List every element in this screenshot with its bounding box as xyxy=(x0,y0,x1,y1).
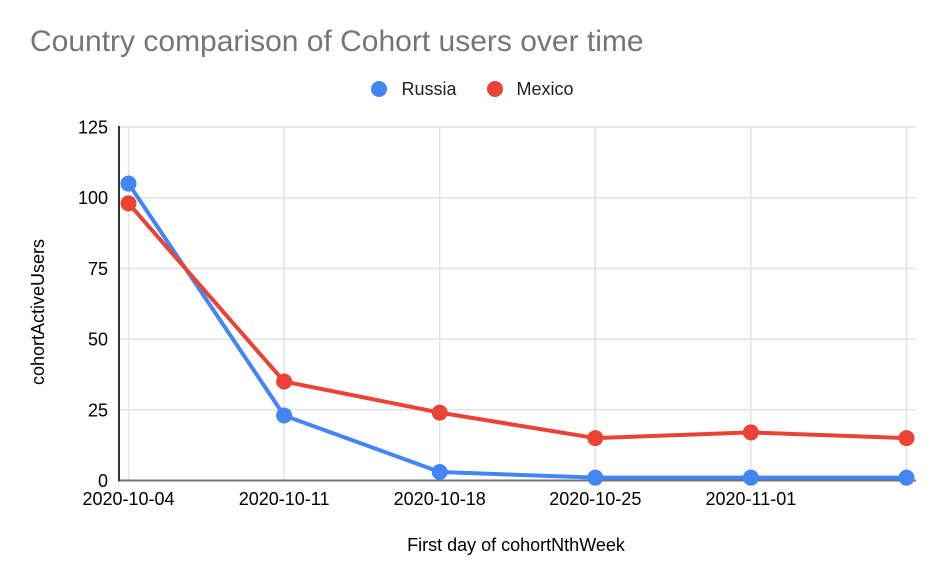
data-point-russia-0[interactable] xyxy=(120,175,137,192)
chart-title: Country comparison of Cohort users over … xyxy=(30,25,644,58)
data-point-mexico-0[interactable] xyxy=(120,195,137,212)
legend-item-mexico[interactable]: Mexico xyxy=(486,78,574,100)
y-tick-label: 25 xyxy=(88,400,108,420)
series-line-mexico xyxy=(126,201,909,441)
legend-label-mexico: Mexico xyxy=(516,78,574,99)
x-tick-label: 2020-11-01 xyxy=(706,489,797,509)
data-point-mexico-3[interactable] xyxy=(587,430,604,447)
legend-item-russia[interactable]: Russia xyxy=(371,78,457,100)
y-tick-label: 75 xyxy=(88,259,108,279)
x-axis-title: First day of cohortNthWeek xyxy=(407,535,626,555)
y-tick-label: 125 xyxy=(78,118,108,138)
series-line-russia xyxy=(126,181,909,480)
y-tick-label: 50 xyxy=(88,330,108,350)
chart-legend: Russia Mexico xyxy=(0,78,945,100)
data-point-mexico-4[interactable] xyxy=(742,424,759,441)
data-point-russia-2[interactable] xyxy=(431,464,448,481)
data-point-mexico-5[interactable] xyxy=(898,430,915,447)
data-point-russia-4[interactable] xyxy=(742,469,759,486)
x-tick-label: 2020-10-25 xyxy=(549,489,641,509)
legend-label-russia: Russia xyxy=(401,78,457,99)
y-axis-title: cohortActiveUsers xyxy=(28,239,48,385)
x-tick-label: 2020-10-04 xyxy=(82,489,174,509)
x-tick-label: 2020-10-11 xyxy=(239,489,330,509)
x-tick-label: 2020-10-18 xyxy=(394,489,486,509)
data-point-russia-3[interactable] xyxy=(587,469,604,486)
data-point-mexico-1[interactable] xyxy=(276,373,293,390)
mexico-series-dot-icon xyxy=(486,81,503,97)
y-tick-label: 0 xyxy=(98,471,108,491)
y-tick-label: 100 xyxy=(78,188,108,208)
russia-series-dot-icon xyxy=(371,81,388,97)
data-point-mexico-2[interactable] xyxy=(431,404,448,421)
data-point-russia-5[interactable] xyxy=(898,469,915,486)
data-point-russia-1[interactable] xyxy=(276,407,293,424)
